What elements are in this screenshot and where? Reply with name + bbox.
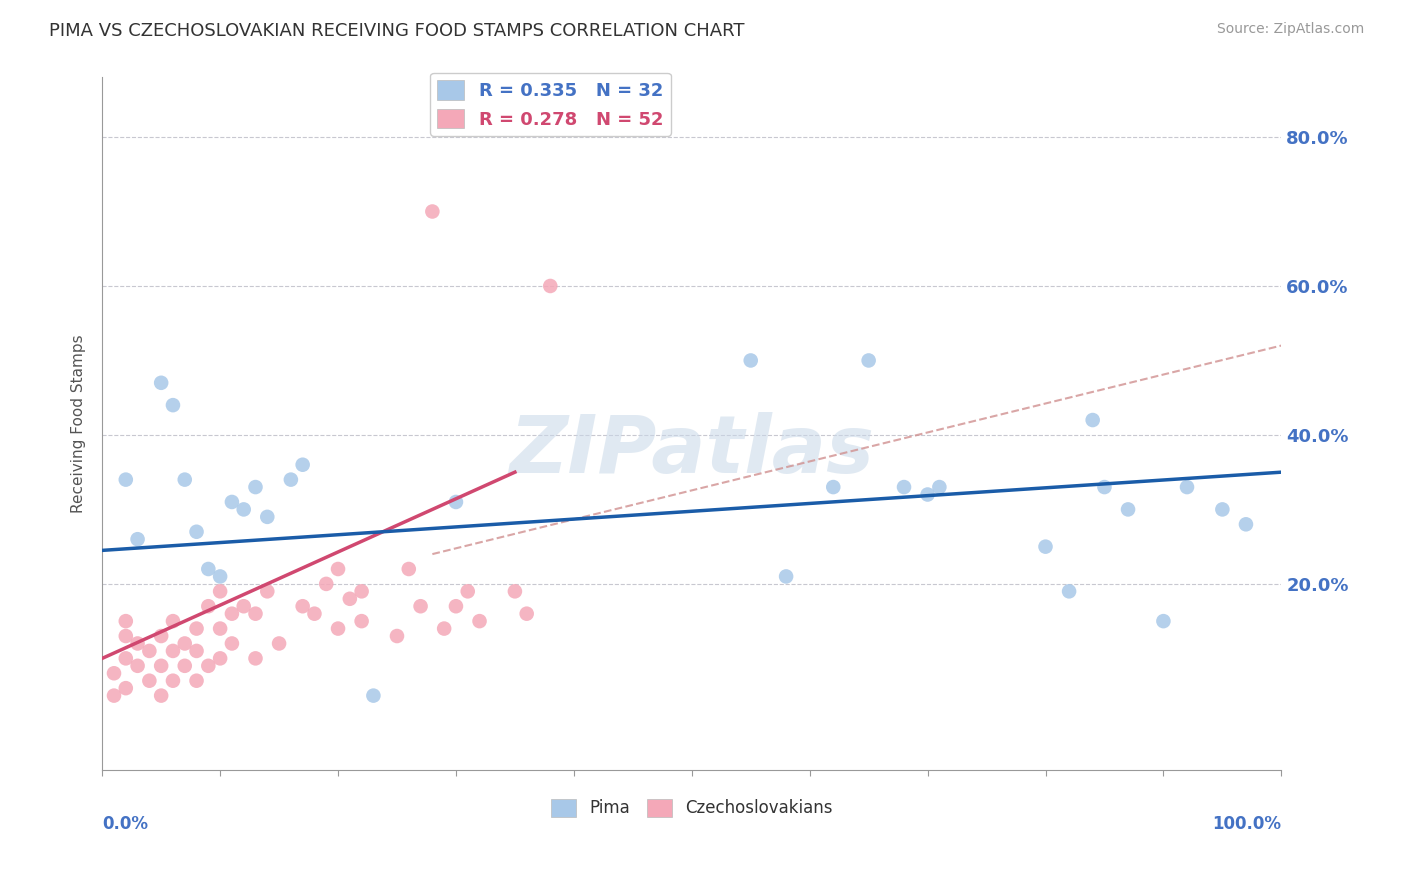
- Point: [928, 480, 950, 494]
- Point: [186, 673, 208, 688]
- Point: [291, 458, 314, 472]
- Text: Source: ZipAtlas.com: Source: ZipAtlas.com: [1216, 22, 1364, 37]
- Point: [127, 636, 149, 650]
- Point: [162, 644, 184, 658]
- Text: ZIPatlas: ZIPatlas: [509, 412, 875, 491]
- Point: [138, 673, 160, 688]
- Point: [103, 689, 125, 703]
- Point: [186, 622, 208, 636]
- Point: [422, 204, 444, 219]
- Point: [173, 658, 195, 673]
- Point: [350, 584, 373, 599]
- Point: [256, 584, 278, 599]
- Point: [173, 636, 195, 650]
- Point: [363, 689, 385, 703]
- Y-axis label: Receiving Food Stamps: Receiving Food Stamps: [72, 334, 86, 513]
- Point: [409, 599, 432, 614]
- Point: [503, 584, 526, 599]
- Point: [150, 658, 173, 673]
- Point: [1035, 540, 1057, 554]
- Point: [209, 651, 232, 665]
- Point: [1211, 502, 1233, 516]
- Point: [197, 599, 219, 614]
- Point: [162, 673, 184, 688]
- Point: [823, 480, 845, 494]
- Point: [150, 376, 173, 390]
- Point: [232, 599, 254, 614]
- Point: [326, 562, 349, 576]
- Point: [457, 584, 479, 599]
- Point: [245, 607, 267, 621]
- Point: [162, 614, 184, 628]
- Point: [315, 577, 337, 591]
- Point: [197, 658, 219, 673]
- Point: [114, 681, 136, 695]
- Point: [444, 599, 467, 614]
- Point: [209, 584, 232, 599]
- Point: [304, 607, 326, 621]
- Point: [245, 651, 267, 665]
- Point: [232, 502, 254, 516]
- Point: [114, 473, 136, 487]
- Point: [385, 629, 408, 643]
- Point: [209, 569, 232, 583]
- Point: [221, 607, 243, 621]
- Point: [186, 524, 208, 539]
- Point: [197, 562, 219, 576]
- Point: [114, 629, 136, 643]
- Point: [138, 644, 160, 658]
- Point: [221, 495, 243, 509]
- Point: [280, 473, 302, 487]
- Point: [150, 629, 173, 643]
- Point: [893, 480, 915, 494]
- Point: [103, 666, 125, 681]
- Point: [1094, 480, 1116, 494]
- Point: [858, 353, 880, 368]
- Point: [740, 353, 762, 368]
- Text: 0.0%: 0.0%: [103, 814, 148, 833]
- Point: [256, 509, 278, 524]
- Point: [150, 689, 173, 703]
- Point: [398, 562, 420, 576]
- Point: [245, 480, 267, 494]
- Point: [1234, 517, 1257, 532]
- Point: [127, 532, 149, 546]
- Point: [186, 644, 208, 658]
- Point: [917, 487, 939, 501]
- Text: 100.0%: 100.0%: [1212, 814, 1281, 833]
- Point: [209, 622, 232, 636]
- Point: [114, 614, 136, 628]
- Legend: Pima, Czechoslovakians: Pima, Czechoslovakians: [544, 792, 839, 824]
- Point: [433, 622, 456, 636]
- Point: [339, 591, 361, 606]
- Point: [291, 599, 314, 614]
- Point: [444, 495, 467, 509]
- Point: [468, 614, 491, 628]
- Point: [114, 651, 136, 665]
- Point: [1057, 584, 1080, 599]
- Point: [538, 279, 561, 293]
- Text: PIMA VS CZECHOSLOVAKIAN RECEIVING FOOD STAMPS CORRELATION CHART: PIMA VS CZECHOSLOVAKIAN RECEIVING FOOD S…: [49, 22, 745, 40]
- Point: [173, 473, 195, 487]
- Point: [162, 398, 184, 412]
- Point: [1152, 614, 1174, 628]
- Point: [1116, 502, 1139, 516]
- Point: [1175, 480, 1198, 494]
- Point: [127, 658, 149, 673]
- Point: [221, 636, 243, 650]
- Point: [350, 614, 373, 628]
- Point: [775, 569, 797, 583]
- Point: [326, 622, 349, 636]
- Point: [267, 636, 290, 650]
- Point: [1081, 413, 1104, 427]
- Point: [516, 607, 538, 621]
